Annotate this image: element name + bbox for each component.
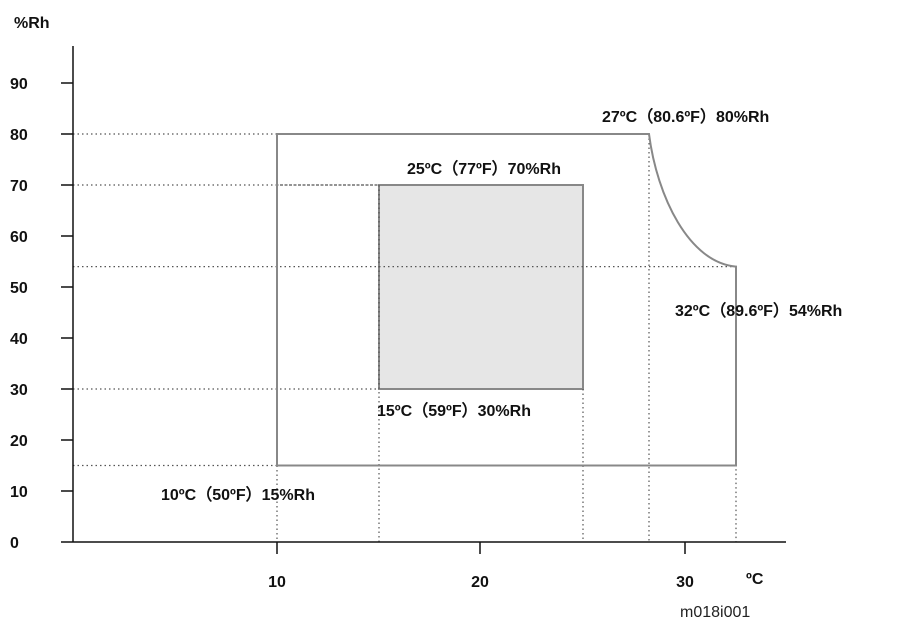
- label-15c-30rh: 15ºC（59ºF）30%Rh: [377, 402, 531, 420]
- label-32c-54rh: 32ºC（89.6ºF）54%Rh: [675, 302, 842, 320]
- x-tick-label: 30: [676, 574, 694, 591]
- x-tick-label: 10: [268, 574, 286, 591]
- figure-id: m018i001: [680, 604, 750, 621]
- y-tick-label: 60: [10, 229, 28, 246]
- y-tick-label: 20: [10, 433, 28, 450]
- x-axis-title: ºC: [746, 571, 764, 588]
- y-tick-label: 30: [10, 382, 28, 399]
- y-tick-label: 70: [10, 178, 28, 195]
- y-tick-label: 90: [10, 76, 28, 93]
- label-27c-80rh: 27ºC（80.6ºF）80%Rh: [602, 108, 769, 126]
- y-tick-label: 10: [10, 484, 28, 501]
- y-axis-title: %Rh: [14, 15, 50, 32]
- recommended-region: [378, 184, 584, 390]
- label-10c-15rh: 10ºC（50ºF）15%Rh: [161, 486, 315, 504]
- y-tick-label: 0: [10, 535, 19, 552]
- x-tick-label: 20: [471, 574, 489, 591]
- y-tick-label: 80: [10, 127, 28, 144]
- y-tick-label: 50: [10, 280, 28, 297]
- y-tick-label: 40: [10, 331, 28, 348]
- label-25c-70rh: 25ºC（77ºF）70%Rh: [407, 160, 561, 178]
- operating-region: [276, 133, 737, 467]
